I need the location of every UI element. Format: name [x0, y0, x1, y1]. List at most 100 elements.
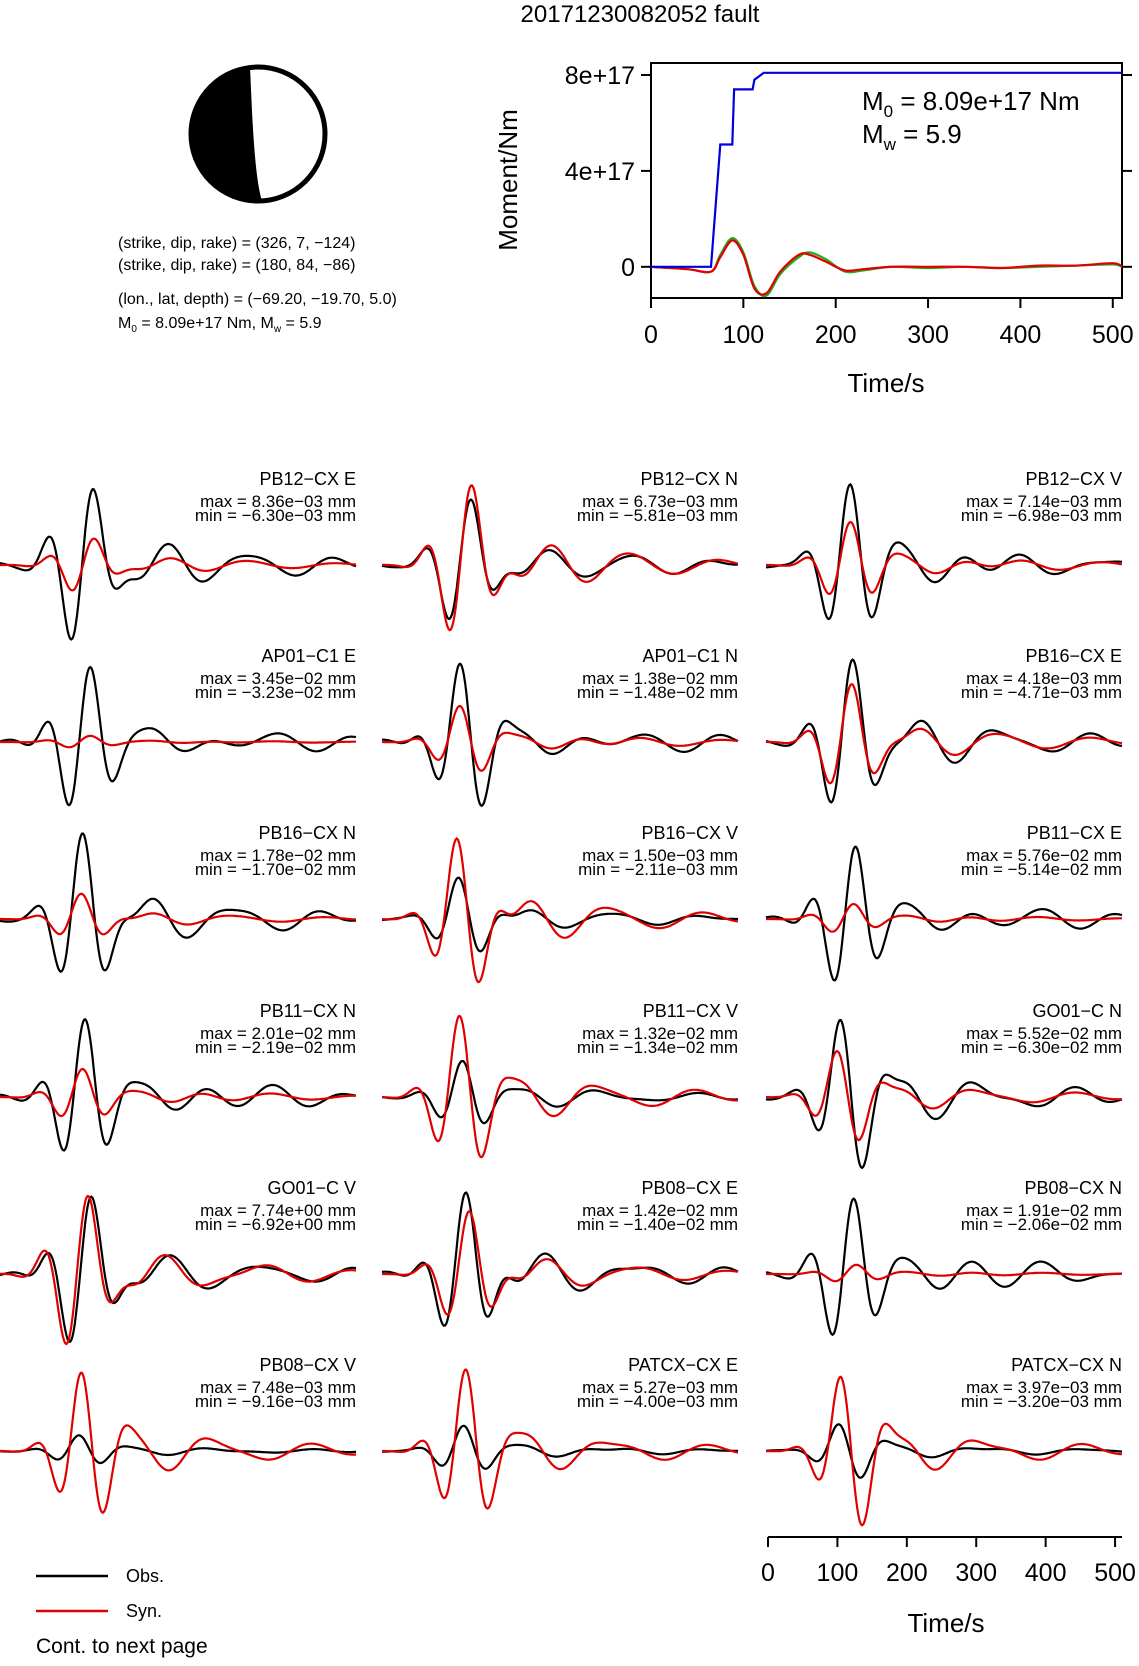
- trace-synthetic-line: [382, 1368, 739, 1510]
- trace-max-label: max = 1.32e−02 mm: [582, 1024, 738, 1043]
- footer-continuation: Cont. to next page: [36, 1635, 208, 1658]
- trace-station-label: PATCX−CX E: [628, 1355, 738, 1375]
- trace-observed-line: [381, 1059, 739, 1125]
- trace-station-label: GO01−C N: [1032, 1001, 1122, 1021]
- trace-max-label: max = 1.38e−02 mm: [582, 669, 738, 688]
- trace-synthetic-line: [382, 836, 739, 984]
- trace-observed-line: [0, 832, 357, 973]
- mechanism-location: (lon., lat, depth) = (−69.20, −19.70, 5.…: [118, 291, 397, 308]
- trace-synthetic-line: [382, 1210, 739, 1316]
- trace-min-label: min = −6.30e−02 mm: [961, 1038, 1122, 1057]
- legend-obs-label: Obs.: [126, 1566, 164, 1586]
- moment-ytick-label: 8e+17: [565, 62, 635, 90]
- moment-xtick-label: 500: [1092, 321, 1134, 349]
- moment-series-moment: [651, 71, 1122, 268]
- moment-xtick-label: 300: [907, 321, 949, 349]
- trace-synthetic-line: [0, 1068, 356, 1118]
- trace-min-label: min = −1.48e−02 mm: [577, 683, 738, 702]
- trace-station-label: PB12−CX N: [640, 469, 738, 489]
- page-title: 20171230082052 fault: [521, 1, 760, 28]
- waveform-time-axis: Time/s 0 100 200 300 400 500: [761, 1536, 1136, 1638]
- trace-synthetic-line: [382, 705, 739, 772]
- trace-observed-line: [381, 876, 739, 953]
- trace-max-label: max = 5.52e−02 mm: [966, 1024, 1122, 1043]
- waveform-xtick-label: 200: [886, 1559, 928, 1587]
- trace-synthetic-line: [382, 484, 739, 632]
- trace-min-label: min = −2.19e−02 mm: [195, 1038, 356, 1057]
- waveform-xtick-label: 300: [955, 1559, 997, 1587]
- trace-station-label: AP01−C1 E: [261, 646, 356, 666]
- trace-station-label: GO01−C V: [267, 1178, 356, 1198]
- moment-xtick-label: 100: [722, 321, 764, 349]
- trace-min-label: min = −4.00e−03 mm: [577, 1392, 738, 1411]
- trace-synthetic-line: [766, 1263, 1122, 1283]
- moment-ylabel: Moment/Nm: [493, 109, 523, 251]
- waveform-xtick-label: 400: [1025, 1559, 1067, 1587]
- trace-station-label: PATCX−CX N: [1011, 1355, 1122, 1375]
- trace-max-label: max = 7.14e−03 mm: [966, 492, 1122, 511]
- trace-max-label: max = 3.45e−02 mm: [200, 669, 356, 688]
- trace-min-label: min = −9.16e−03 mm: [195, 1392, 356, 1411]
- trace-max-label: max = 5.76e−02 mm: [966, 846, 1122, 865]
- trace-synthetic-line: [766, 1049, 1123, 1142]
- trace-station-label: PB16−CX N: [258, 823, 356, 843]
- trace-min-label: min = −1.40e−02 mm: [577, 1215, 738, 1234]
- trace-observed-line: [0, 1018, 357, 1152]
- trace-max-label: max = 3.97e−03 mm: [966, 1378, 1122, 1397]
- trace-max-label: max = 7.74e+00 mm: [200, 1201, 356, 1220]
- trace-synthetic-line: [382, 1014, 738, 1159]
- moment-mw-annotation: Mw = 5.9: [862, 119, 962, 154]
- trace-station-label: PB08−CX N: [1024, 1178, 1122, 1198]
- trace-min-label: min = −6.30e−03 mm: [195, 506, 356, 525]
- trace-station-label: PB12−CX E: [259, 469, 356, 489]
- trace-min-label: min = −6.92e+00 mm: [195, 1215, 356, 1234]
- trace-synthetic-line: [0, 1371, 357, 1514]
- trace-min-label: min = −4.71e−03 mm: [961, 683, 1122, 702]
- trace-synthetic-line: [0, 537, 357, 592]
- trace-max-label: max = 6.73e−03 mm: [582, 492, 738, 511]
- trace-observed-line: [0, 1434, 356, 1465]
- trace-max-label: max = 1.42e−02 mm: [582, 1201, 738, 1220]
- trace-station-label: PB16−CX E: [1025, 646, 1122, 666]
- moment-xtick-label: 200: [815, 321, 857, 349]
- mechanism-plane1: (strike, dip, rake) = (326, 7, −124): [118, 235, 355, 252]
- trace-max-label: max = 1.78e−02 mm: [200, 846, 356, 865]
- trace-max-label: max = 2.01e−02 mm: [200, 1024, 356, 1043]
- trace-min-label: min = −1.34e−02 mm: [577, 1038, 738, 1057]
- waveform-xlabel: Time/s: [907, 1608, 984, 1638]
- trace-station-label: PB11−CX V: [643, 1001, 738, 1021]
- trace-min-label: min = −3.20e−03 mm: [961, 1392, 1122, 1411]
- trace-observed-line: [765, 658, 1123, 804]
- trace-min-label: min = −5.81e−03 mm: [577, 506, 738, 525]
- trace-observed-line: [0, 488, 357, 641]
- trace-observed-line: [765, 1018, 1123, 1170]
- moment-xtick-label: 0: [644, 321, 658, 349]
- trace-synthetic-line: [765, 682, 1123, 785]
- trace-observed-line: [382, 662, 739, 808]
- trace-min-label: min = −5.14e−02 mm: [961, 860, 1122, 879]
- mechanism-summary: M0 = 8.09e+17 Nm, Mw = 5.9: [118, 315, 322, 335]
- mechanism-plane2: (strike, dip, rake) = (180, 84, −86): [118, 257, 355, 274]
- legend: Obs. Syn. Cont. to next page: [36, 1566, 208, 1658]
- trace-station-label: PB11−CX E: [1027, 823, 1122, 843]
- trace-max-label: max = 8.36e−03 mm: [200, 492, 356, 511]
- trace-station-label: PB08−CX E: [641, 1178, 738, 1198]
- trace-station-label: AP01−C1 N: [642, 646, 738, 666]
- moment-chart: Moment/Nm Time/s M0 = 8.09e+17 Nm Mw = 5…: [493, 62, 1134, 398]
- trace-synthetic-line: [0, 1194, 357, 1346]
- trace-station-label: PB08−CX V: [259, 1355, 356, 1375]
- trace-min-label: min = −2.06e−02 mm: [961, 1215, 1122, 1234]
- trace-synthetic-line: [0, 892, 357, 936]
